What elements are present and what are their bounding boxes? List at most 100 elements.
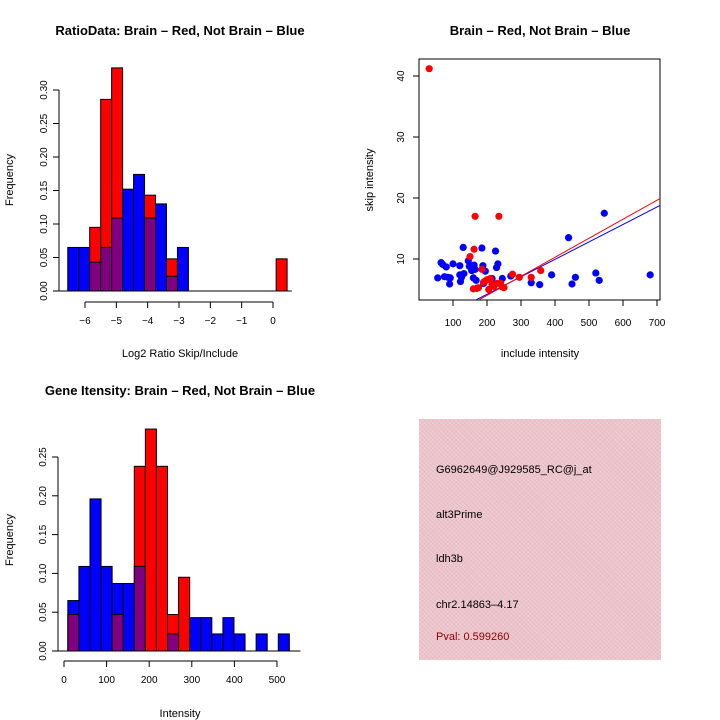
point-not-brain <box>595 276 603 284</box>
point-not-brain <box>446 274 454 282</box>
bar-not-brain <box>200 617 213 652</box>
intensity-scatter: Brain – Red, Not Brain – Blue include in… <box>364 23 666 360</box>
point-not-brain <box>491 247 500 255</box>
y-tick-label: 0.15 <box>39 180 50 200</box>
ratio-histogram-ylabel: Frequency <box>4 154 16 206</box>
point-brain <box>483 276 491 284</box>
y-tick-label: 0.15 <box>38 524 49 544</box>
point-brain <box>470 245 478 253</box>
ratio-histogram-xlabel: Log2 Ratio Skip/Include <box>122 348 238 360</box>
point-brain <box>500 284 508 292</box>
x-tick-label: 700 <box>649 318 666 329</box>
point-not-brain <box>568 280 576 288</box>
point-brain <box>537 266 545 275</box>
bar-brain <box>275 258 288 292</box>
p-value: Pval: 0.599260 <box>436 631 510 643</box>
y-tick-label: 10 <box>396 253 407 265</box>
intensity-histogram-title: Gene Itensity: Brain – Red, Not Brain – … <box>45 383 315 398</box>
bar-overlap <box>67 614 80 652</box>
y-tick-label: 0.10 <box>38 563 49 583</box>
point-not-brain <box>460 270 468 278</box>
fit-line-brain <box>477 197 660 300</box>
bar-overlap <box>167 633 180 652</box>
point-not-brain <box>449 260 457 268</box>
bar-overlap <box>111 217 124 292</box>
point-brain <box>471 212 479 220</box>
x-tick-label: 100 <box>98 675 115 686</box>
point-not-brain <box>442 263 450 271</box>
bar-not-brain <box>176 246 189 292</box>
scatter-plot-box <box>418 58 661 301</box>
x-tick-label: 0 <box>61 675 67 686</box>
y-tick-label: 0.00 <box>38 641 49 661</box>
bar-brain <box>155 465 169 652</box>
bar-not-brain <box>89 498 102 652</box>
bar-overlap <box>100 246 113 292</box>
y-tick-label: 0.05 <box>38 602 49 622</box>
y-tick-label: 20 <box>396 192 407 204</box>
probe-info-panel: G6962649@J929585_RC@j_at alt3Prime ldh3b… <box>419 419 661 660</box>
bar-not-brain <box>233 633 246 652</box>
y-tick-label: 30 <box>396 131 407 143</box>
x-tick-label: −1 <box>236 316 248 327</box>
bar-overlap <box>133 565 146 652</box>
bar-brain <box>178 576 191 652</box>
x-tick-label: 400 <box>226 675 243 686</box>
bar-brain <box>144 428 157 652</box>
x-tick-label: 600 <box>615 318 632 329</box>
y-tick-label: 0.20 <box>38 486 49 506</box>
bar-not-brain <box>100 565 113 652</box>
x-tick-label: 100 <box>445 318 462 329</box>
y-tick-label: 0.20 <box>39 147 50 167</box>
x-tick-label: 500 <box>269 675 286 686</box>
y-tick-label: 0.25 <box>39 113 50 133</box>
genomic-location: chr2.14863–4.17 <box>436 599 519 611</box>
point-not-brain <box>565 234 573 242</box>
point-not-brain <box>592 269 600 277</box>
y-tick-label: 0.30 <box>39 80 50 100</box>
bar-not-brain <box>189 617 202 652</box>
x-tick-label: 200 <box>141 675 158 686</box>
point-not-brain <box>536 281 544 289</box>
x-tick-label: 300 <box>513 318 530 329</box>
intensity-histogram-xlabel: Intensity <box>160 708 201 720</box>
bar-overlap <box>165 275 178 292</box>
point-not-brain <box>478 244 486 252</box>
point-not-brain <box>527 279 535 287</box>
point-brain <box>474 284 483 292</box>
bar-not-brain <box>211 633 224 652</box>
point-brain <box>466 252 474 261</box>
event-type: alt3Prime <box>436 509 483 521</box>
scatter-ylabel: skip intensity <box>364 148 376 211</box>
bar-not-brain <box>78 565 91 652</box>
bar-overlap <box>89 261 102 292</box>
bar-not-brain <box>122 188 135 292</box>
bar-not-brain <box>222 617 235 652</box>
point-not-brain <box>456 262 464 270</box>
x-tick-label: −3 <box>173 316 185 327</box>
point-brain <box>478 265 486 273</box>
x-tick-label: −5 <box>111 316 123 327</box>
gene-name: ldh3b <box>436 553 463 565</box>
ratio-histogram: RatioData: Brain – Red, Not Brain – Blue… <box>4 23 305 360</box>
point-not-brain <box>472 276 480 284</box>
y-tick-label: 0.10 <box>39 214 50 234</box>
x-tick-label: 300 <box>183 675 200 686</box>
x-tick-label: −6 <box>79 316 91 327</box>
bar-overlap <box>144 217 157 292</box>
point-not-brain <box>446 280 454 288</box>
point-not-brain <box>571 273 580 281</box>
bar-not-brain <box>255 633 268 652</box>
bar-not-brain <box>155 203 167 292</box>
bar-overlap <box>111 614 124 652</box>
y-tick-label: 0.25 <box>38 447 49 467</box>
point-not-brain <box>434 274 442 282</box>
bar-not-brain <box>67 246 80 292</box>
y-tick-label: 0.05 <box>39 247 50 267</box>
x-tick-label: 500 <box>581 318 598 329</box>
x-tick-label: −4 <box>142 316 154 327</box>
y-tick-label: 0.00 <box>39 281 50 301</box>
intensity-histogram: Gene Itensity: Brain – Red, Not Brain – … <box>4 383 315 720</box>
x-tick-label: 0 <box>270 316 276 327</box>
